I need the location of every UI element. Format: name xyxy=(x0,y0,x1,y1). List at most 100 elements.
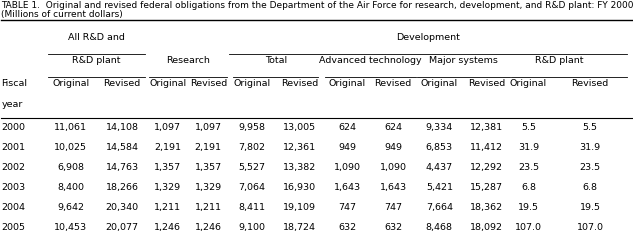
Text: 8,411: 8,411 xyxy=(239,203,265,212)
Text: Original: Original xyxy=(149,79,186,88)
Text: 1,246: 1,246 xyxy=(154,223,181,232)
Text: 1,643: 1,643 xyxy=(334,183,361,192)
Text: 1,357: 1,357 xyxy=(195,163,222,172)
Text: 12,292: 12,292 xyxy=(470,163,503,172)
Text: 9,100: 9,100 xyxy=(239,223,265,232)
Text: 14,584: 14,584 xyxy=(106,143,139,152)
Text: Original: Original xyxy=(53,79,89,88)
Text: 107.0: 107.0 xyxy=(515,223,542,232)
Text: Revised: Revised xyxy=(375,79,411,88)
Text: 8,400: 8,400 xyxy=(58,183,84,192)
Text: 15,287: 15,287 xyxy=(470,183,503,192)
Text: 2000: 2000 xyxy=(1,123,25,132)
Text: 624: 624 xyxy=(339,123,356,132)
Text: 11,412: 11,412 xyxy=(470,143,503,152)
Text: 18,266: 18,266 xyxy=(106,183,139,192)
Text: 624: 624 xyxy=(384,123,402,132)
Text: 13,005: 13,005 xyxy=(283,123,316,132)
Text: 19.5: 19.5 xyxy=(579,203,601,212)
Text: (Millions of current dollars): (Millions of current dollars) xyxy=(1,10,123,19)
Text: 6.8: 6.8 xyxy=(582,183,598,192)
Text: 1,090: 1,090 xyxy=(334,163,361,172)
Text: year: year xyxy=(1,100,23,109)
Text: Original: Original xyxy=(421,79,458,88)
Text: 19,109: 19,109 xyxy=(283,203,316,212)
Text: Revised: Revised xyxy=(468,79,505,88)
Text: 2001: 2001 xyxy=(1,143,25,152)
Text: Revised: Revised xyxy=(190,79,227,88)
Text: 1,211: 1,211 xyxy=(154,203,181,212)
Text: 18,362: 18,362 xyxy=(470,203,503,212)
Text: Revised: Revised xyxy=(281,79,318,88)
Text: 23.5: 23.5 xyxy=(518,163,539,172)
Text: 19.5: 19.5 xyxy=(518,203,539,212)
Text: 31.9: 31.9 xyxy=(579,143,601,152)
Text: 10,025: 10,025 xyxy=(54,143,87,152)
Text: Revised: Revised xyxy=(572,79,608,88)
Text: 18,092: 18,092 xyxy=(470,223,503,232)
Text: 9,334: 9,334 xyxy=(425,123,453,132)
Text: 1,643: 1,643 xyxy=(380,183,406,192)
Text: Original: Original xyxy=(234,79,270,88)
Text: 632: 632 xyxy=(384,223,402,232)
Text: 2004: 2004 xyxy=(1,203,25,212)
Text: R&D plant: R&D plant xyxy=(72,56,121,65)
Text: 1,211: 1,211 xyxy=(195,203,222,212)
Text: Revised: Revised xyxy=(104,79,141,88)
Text: R&D plant: R&D plant xyxy=(535,56,584,65)
Text: 16,930: 16,930 xyxy=(283,183,316,192)
Text: Advanced technology: Advanced technology xyxy=(319,56,422,65)
Text: All R&D and: All R&D and xyxy=(68,33,125,42)
Text: 747: 747 xyxy=(339,203,356,212)
Text: 6,853: 6,853 xyxy=(426,143,453,152)
Text: 5.5: 5.5 xyxy=(582,123,598,132)
Text: TABLE 1.  Original and revised federal obligations from the Department of the Ai: TABLE 1. Original and revised federal ob… xyxy=(1,1,633,10)
Text: Development: Development xyxy=(396,33,460,42)
Text: 1,329: 1,329 xyxy=(154,183,181,192)
Text: 2,191: 2,191 xyxy=(195,143,222,152)
Text: 5,527: 5,527 xyxy=(239,163,265,172)
Text: 1,097: 1,097 xyxy=(154,123,181,132)
Text: 632: 632 xyxy=(339,223,356,232)
Text: 9,642: 9,642 xyxy=(58,203,84,212)
Text: 5,421: 5,421 xyxy=(426,183,453,192)
Text: 2005: 2005 xyxy=(1,223,25,232)
Text: 14,108: 14,108 xyxy=(106,123,139,132)
Text: 1,329: 1,329 xyxy=(195,183,222,192)
Text: 10,453: 10,453 xyxy=(54,223,87,232)
Text: 6,908: 6,908 xyxy=(58,163,84,172)
Text: Total: Total xyxy=(265,56,287,65)
Text: 747: 747 xyxy=(384,203,402,212)
Text: 1,090: 1,090 xyxy=(380,163,406,172)
Text: 7,064: 7,064 xyxy=(239,183,265,192)
Text: 31.9: 31.9 xyxy=(518,143,539,152)
Text: 5.5: 5.5 xyxy=(521,123,536,132)
Text: Original: Original xyxy=(329,79,366,88)
Text: 20,340: 20,340 xyxy=(106,203,139,212)
Text: 107.0: 107.0 xyxy=(577,223,603,232)
Text: 2,191: 2,191 xyxy=(154,143,181,152)
Text: 13,382: 13,382 xyxy=(283,163,316,172)
Text: 18,724: 18,724 xyxy=(283,223,316,232)
Text: 949: 949 xyxy=(384,143,402,152)
Text: 7,664: 7,664 xyxy=(426,203,453,212)
Text: 23.5: 23.5 xyxy=(579,163,601,172)
Text: Fiscal: Fiscal xyxy=(1,79,27,88)
Text: 1,357: 1,357 xyxy=(154,163,181,172)
Text: 2002: 2002 xyxy=(1,163,25,172)
Text: Research: Research xyxy=(166,56,210,65)
Text: Major systems: Major systems xyxy=(429,56,498,65)
Text: 949: 949 xyxy=(339,143,356,152)
Text: 4,437: 4,437 xyxy=(426,163,453,172)
Text: 1,246: 1,246 xyxy=(195,223,222,232)
Text: 6.8: 6.8 xyxy=(521,183,536,192)
Text: Original: Original xyxy=(510,79,547,88)
Text: 12,381: 12,381 xyxy=(470,123,503,132)
Text: 11,061: 11,061 xyxy=(54,123,87,132)
Text: 9,958: 9,958 xyxy=(239,123,265,132)
Text: 20,077: 20,077 xyxy=(106,223,139,232)
Text: 8,468: 8,468 xyxy=(426,223,453,232)
Text: 14,763: 14,763 xyxy=(106,163,139,172)
Text: 7,802: 7,802 xyxy=(239,143,265,152)
Text: 2003: 2003 xyxy=(1,183,25,192)
